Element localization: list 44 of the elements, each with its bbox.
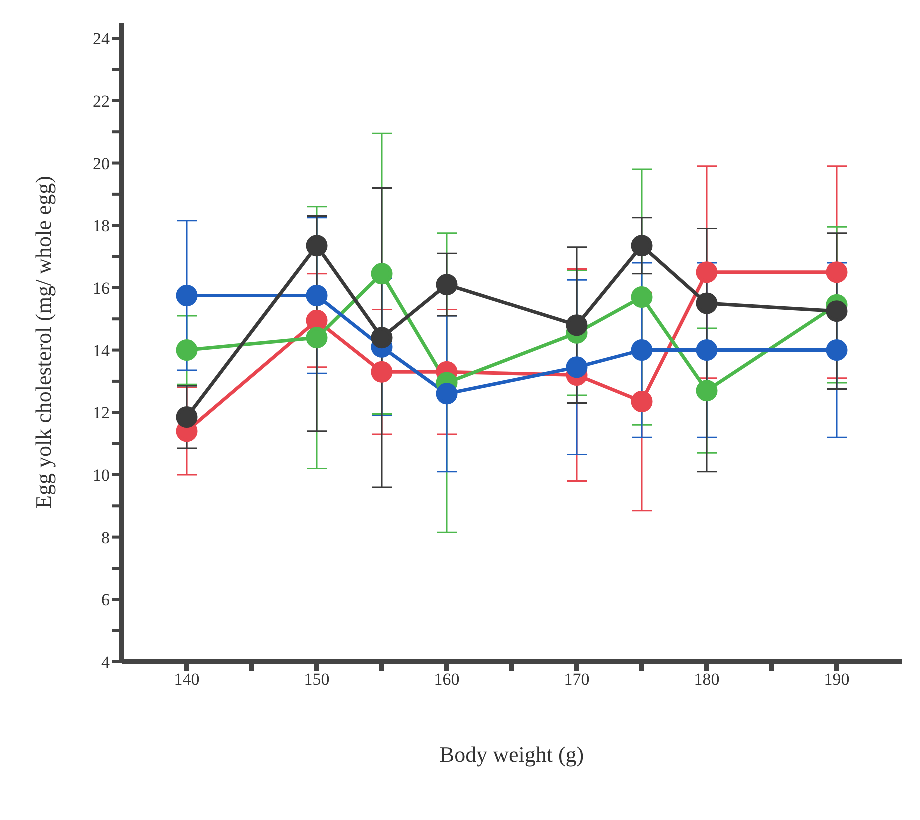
x-tick-label: 150	[304, 670, 330, 690]
point	[306, 235, 328, 257]
y-tick-label: 4	[102, 653, 110, 672]
y-tick-label: 16	[93, 278, 110, 298]
y-tick-label: 18	[93, 216, 110, 236]
x-tick-label: 170	[564, 670, 590, 690]
x-tick-label: 190	[824, 670, 850, 690]
point	[696, 262, 718, 284]
point	[826, 262, 848, 284]
y-tick-label: 14	[93, 341, 110, 360]
point	[696, 340, 718, 362]
y-tick-label: 24	[93, 30, 110, 49]
point	[371, 263, 393, 285]
y-tick-label: 10	[93, 466, 110, 486]
point	[566, 314, 588, 336]
point	[631, 390, 653, 412]
y-tick-label: 20	[93, 154, 110, 174]
point	[631, 340, 653, 362]
point	[176, 284, 198, 306]
point	[566, 356, 588, 378]
point	[371, 327, 393, 349]
point	[306, 310, 328, 332]
x-axis-title: Body weight (g)	[440, 742, 584, 767]
y-axis-title: Egg yolk cholesterol (mg/ whole egg)	[30, 176, 56, 509]
y-tick-label: 12	[93, 404, 110, 423]
x-tick-label: 180	[694, 670, 720, 690]
point	[436, 274, 458, 296]
x-tick-label: 140	[174, 670, 200, 690]
y-tick-label: 22	[93, 92, 110, 111]
y-tick-label: 6	[102, 590, 110, 610]
point	[306, 284, 328, 306]
point	[696, 292, 718, 314]
point	[306, 327, 328, 349]
point	[826, 300, 848, 322]
point	[371, 361, 393, 383]
point	[631, 286, 653, 308]
point	[826, 340, 848, 362]
point	[176, 340, 198, 362]
point	[631, 235, 653, 257]
x-tick-label: 160	[434, 670, 460, 690]
point	[696, 380, 718, 402]
point	[436, 383, 458, 405]
point	[176, 406, 198, 428]
y-tick-label: 8	[102, 528, 110, 548]
